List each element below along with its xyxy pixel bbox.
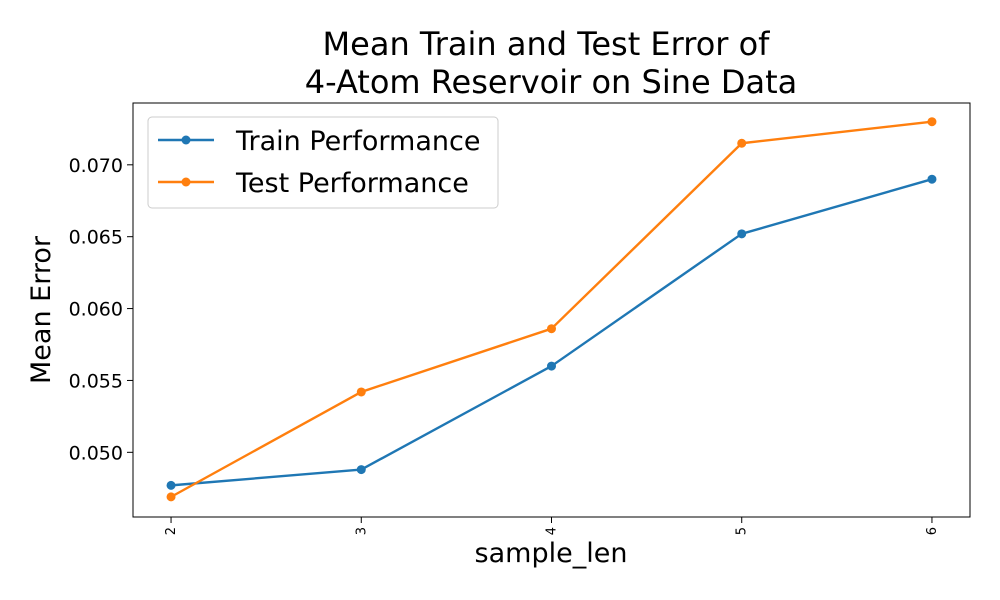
legend-box xyxy=(147,116,499,209)
data-point xyxy=(166,492,176,502)
legend: Train Performance Test Performance xyxy=(147,116,499,209)
y-tick-label: 0.065 xyxy=(69,227,123,249)
y-tick-label: 0.060 xyxy=(69,299,123,321)
data-point xyxy=(356,465,366,475)
legend-label: Test Performance xyxy=(235,168,469,199)
chart-title-line1: Mean Train and Test Error of xyxy=(323,25,771,63)
data-point xyxy=(547,361,556,371)
x-axis-label: sample_len xyxy=(475,538,628,569)
data-point xyxy=(927,117,937,127)
y-axis-label: Mean Error xyxy=(26,235,57,384)
x-tick-label: 2 xyxy=(164,527,179,535)
legend-swatch-marker xyxy=(181,177,191,187)
y-tick-label: 0.055 xyxy=(69,370,123,392)
data-point xyxy=(547,324,556,334)
data-point xyxy=(737,229,747,239)
series-test xyxy=(166,117,937,502)
data-point xyxy=(927,174,937,184)
data-point xyxy=(737,138,747,148)
legend-label: Train Performance xyxy=(235,126,480,157)
x-tick-label: 4 xyxy=(545,527,560,535)
y-tick-label: 0.070 xyxy=(69,155,123,177)
data-point xyxy=(356,387,366,397)
legend-swatch-marker xyxy=(181,135,191,145)
series-layer xyxy=(166,117,937,502)
x-axis: 2 3 4 5 6 xyxy=(164,517,940,535)
y-axis: 0.050 0.055 0.060 0.065 0.070 xyxy=(69,155,133,464)
x-tick-label: 5 xyxy=(735,527,750,535)
chart-title-line2: 4-Atom Reservoir on Sine Data xyxy=(305,63,798,101)
y-tick-label: 0.050 xyxy=(69,442,123,464)
series-train xyxy=(166,174,937,490)
x-tick-label: 3 xyxy=(354,527,369,535)
data-point xyxy=(166,480,176,490)
x-tick-label: 6 xyxy=(925,527,940,535)
